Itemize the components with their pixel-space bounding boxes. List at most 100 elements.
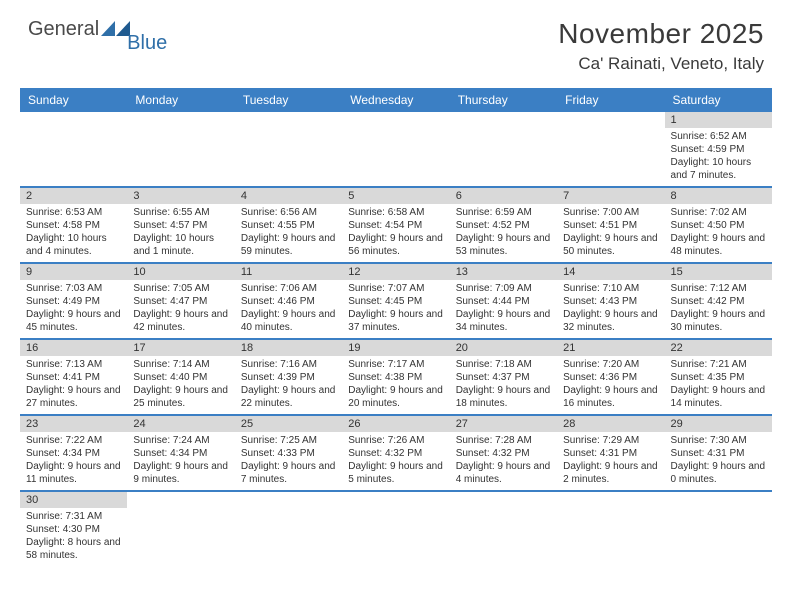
sunrise-line: Sunrise: 7:00 AM — [563, 206, 658, 219]
calendar-cell: 2Sunrise: 6:53 AMSunset: 4:58 PMDaylight… — [20, 187, 127, 263]
daylight-line: Daylight: 9 hours and 9 minutes. — [133, 460, 228, 486]
sunrise-line: Sunrise: 7:20 AM — [563, 358, 658, 371]
day-number: 6 — [450, 188, 557, 204]
day-number: 1 — [665, 112, 772, 128]
page-title: November 2025 — [558, 18, 764, 50]
sunrise-line: Sunrise: 6:55 AM — [133, 206, 228, 219]
daylight-line: Daylight: 9 hours and 48 minutes. — [671, 232, 766, 258]
day-number: 5 — [342, 188, 449, 204]
day-detail: Sunrise: 6:55 AMSunset: 4:57 PMDaylight:… — [127, 204, 234, 262]
day-number: 12 — [342, 264, 449, 280]
sunset-line: Sunset: 4:47 PM — [133, 295, 228, 308]
sunset-line: Sunset: 4:32 PM — [456, 447, 551, 460]
day-detail: Sunrise: 7:16 AMSunset: 4:39 PMDaylight:… — [235, 356, 342, 414]
daylight-line: Daylight: 9 hours and 2 minutes. — [563, 460, 658, 486]
day-detail: Sunrise: 7:00 AMSunset: 4:51 PMDaylight:… — [557, 204, 664, 262]
calendar-cell: 19Sunrise: 7:17 AMSunset: 4:38 PMDayligh… — [342, 339, 449, 415]
sunrise-line: Sunrise: 7:18 AM — [456, 358, 551, 371]
sunrise-line: Sunrise: 6:58 AM — [348, 206, 443, 219]
day-detail: Sunrise: 6:52 AMSunset: 4:59 PMDaylight:… — [665, 128, 772, 186]
title-block: November 2025 Ca' Rainati, Veneto, Italy — [558, 18, 764, 74]
day-header: Sunday — [20, 88, 127, 112]
day-detail: Sunrise: 7:26 AMSunset: 4:32 PMDaylight:… — [342, 432, 449, 490]
calendar-cell: 12Sunrise: 7:07 AMSunset: 4:45 PMDayligh… — [342, 263, 449, 339]
day-detail: Sunrise: 7:17 AMSunset: 4:38 PMDaylight:… — [342, 356, 449, 414]
calendar-week-row: 1Sunrise: 6:52 AMSunset: 4:59 PMDaylight… — [20, 112, 772, 187]
day-number: 20 — [450, 340, 557, 356]
calendar-week-row: 16Sunrise: 7:13 AMSunset: 4:41 PMDayligh… — [20, 339, 772, 415]
calendar-cell: 13Sunrise: 7:09 AMSunset: 4:44 PMDayligh… — [450, 263, 557, 339]
calendar-cell — [557, 112, 664, 187]
daylight-line: Daylight: 10 hours and 4 minutes. — [26, 232, 121, 258]
calendar-cell — [450, 491, 557, 566]
sunset-line: Sunset: 4:39 PM — [241, 371, 336, 384]
day-header-row: Sunday Monday Tuesday Wednesday Thursday… — [20, 88, 772, 112]
day-number: 22 — [665, 340, 772, 356]
sunset-line: Sunset: 4:52 PM — [456, 219, 551, 232]
sunrise-line: Sunrise: 7:28 AM — [456, 434, 551, 447]
daylight-line: Daylight: 9 hours and 59 minutes. — [241, 232, 336, 258]
sunset-line: Sunset: 4:34 PM — [133, 447, 228, 460]
daylight-line: Daylight: 9 hours and 53 minutes. — [456, 232, 551, 258]
sunset-line: Sunset: 4:49 PM — [26, 295, 121, 308]
daylight-line: Daylight: 9 hours and 32 minutes. — [563, 308, 658, 334]
calendar-cell: 18Sunrise: 7:16 AMSunset: 4:39 PMDayligh… — [235, 339, 342, 415]
sunrise-line: Sunrise: 7:05 AM — [133, 282, 228, 295]
day-number: 27 — [450, 416, 557, 432]
calendar-week-row: 2Sunrise: 6:53 AMSunset: 4:58 PMDaylight… — [20, 187, 772, 263]
calendar-cell: 9Sunrise: 7:03 AMSunset: 4:49 PMDaylight… — [20, 263, 127, 339]
day-detail: Sunrise: 7:05 AMSunset: 4:47 PMDaylight:… — [127, 280, 234, 338]
sunrise-line: Sunrise: 7:30 AM — [671, 434, 766, 447]
sunrise-line: Sunrise: 7:06 AM — [241, 282, 336, 295]
calendar-cell: 4Sunrise: 6:56 AMSunset: 4:55 PMDaylight… — [235, 187, 342, 263]
sunset-line: Sunset: 4:41 PM — [26, 371, 121, 384]
day-detail: Sunrise: 6:56 AMSunset: 4:55 PMDaylight:… — [235, 204, 342, 262]
day-detail: Sunrise: 6:59 AMSunset: 4:52 PMDaylight:… — [450, 204, 557, 262]
daylight-line: Daylight: 9 hours and 22 minutes. — [241, 384, 336, 410]
day-detail: Sunrise: 7:03 AMSunset: 4:49 PMDaylight:… — [20, 280, 127, 338]
daylight-line: Daylight: 9 hours and 50 minutes. — [563, 232, 658, 258]
day-number: 14 — [557, 264, 664, 280]
logo: General Blue — [28, 18, 173, 41]
daylight-line: Daylight: 9 hours and 27 minutes. — [26, 384, 121, 410]
day-number: 30 — [20, 492, 127, 508]
day-detail: Sunrise: 7:13 AMSunset: 4:41 PMDaylight:… — [20, 356, 127, 414]
sunrise-line: Sunrise: 7:22 AM — [26, 434, 121, 447]
daylight-line: Daylight: 10 hours and 7 minutes. — [671, 156, 766, 182]
calendar-cell: 24Sunrise: 7:24 AMSunset: 4:34 PMDayligh… — [127, 415, 234, 491]
sunrise-line: Sunrise: 7:07 AM — [348, 282, 443, 295]
day-detail: Sunrise: 7:24 AMSunset: 4:34 PMDaylight:… — [127, 432, 234, 490]
calendar-body: 1Sunrise: 6:52 AMSunset: 4:59 PMDaylight… — [20, 112, 772, 566]
sunrise-line: Sunrise: 7:16 AM — [241, 358, 336, 371]
day-detail: Sunrise: 7:28 AMSunset: 4:32 PMDaylight:… — [450, 432, 557, 490]
sunrise-line: Sunrise: 7:21 AM — [671, 358, 766, 371]
day-header: Wednesday — [342, 88, 449, 112]
calendar-cell: 27Sunrise: 7:28 AMSunset: 4:32 PMDayligh… — [450, 415, 557, 491]
calendar-cell: 21Sunrise: 7:20 AMSunset: 4:36 PMDayligh… — [557, 339, 664, 415]
day-number: 24 — [127, 416, 234, 432]
calendar-cell: 22Sunrise: 7:21 AMSunset: 4:35 PMDayligh… — [665, 339, 772, 415]
sunset-line: Sunset: 4:55 PM — [241, 219, 336, 232]
sunrise-line: Sunrise: 7:29 AM — [563, 434, 658, 447]
sunset-line: Sunset: 4:42 PM — [671, 295, 766, 308]
calendar-cell: 6Sunrise: 6:59 AMSunset: 4:52 PMDaylight… — [450, 187, 557, 263]
sunrise-line: Sunrise: 7:03 AM — [26, 282, 121, 295]
day-number: 3 — [127, 188, 234, 204]
sunset-line: Sunset: 4:59 PM — [671, 143, 766, 156]
day-header: Thursday — [450, 88, 557, 112]
day-detail: Sunrise: 7:10 AMSunset: 4:43 PMDaylight:… — [557, 280, 664, 338]
calendar-cell: 30Sunrise: 7:31 AMSunset: 4:30 PMDayligh… — [20, 491, 127, 566]
sunset-line: Sunset: 4:33 PM — [241, 447, 336, 460]
sunrise-line: Sunrise: 7:31 AM — [26, 510, 121, 523]
calendar-cell: 29Sunrise: 7:30 AMSunset: 4:31 PMDayligh… — [665, 415, 772, 491]
sunrise-line: Sunrise: 7:02 AM — [671, 206, 766, 219]
sunset-line: Sunset: 4:34 PM — [26, 447, 121, 460]
calendar-cell: 8Sunrise: 7:02 AMSunset: 4:50 PMDaylight… — [665, 187, 772, 263]
sunrise-line: Sunrise: 7:14 AM — [133, 358, 228, 371]
day-number: 25 — [235, 416, 342, 432]
sunset-line: Sunset: 4:58 PM — [26, 219, 121, 232]
calendar-cell: 16Sunrise: 7:13 AMSunset: 4:41 PMDayligh… — [20, 339, 127, 415]
sunset-line: Sunset: 4:44 PM — [456, 295, 551, 308]
calendar-cell — [342, 112, 449, 187]
day-number: 29 — [665, 416, 772, 432]
